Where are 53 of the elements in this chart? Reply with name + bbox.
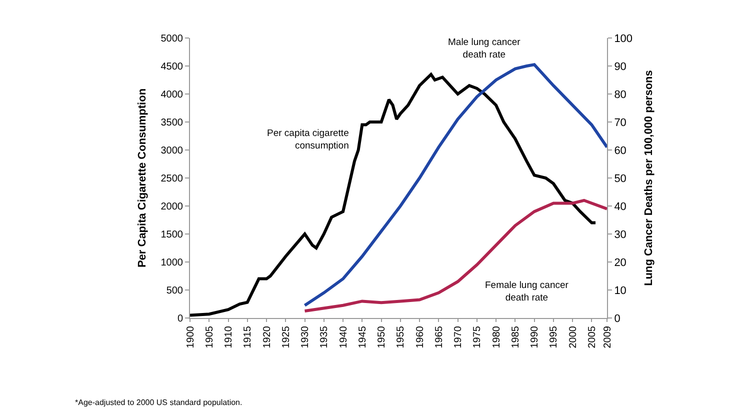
- y2-tick-label: 100: [614, 32, 633, 45]
- x-tick-label: 1990: [530, 326, 541, 348]
- line-series: [303, 198, 607, 312]
- x-tick-label: 1930: [300, 326, 312, 348]
- x-tick-label: 1910: [224, 326, 235, 348]
- text: *Age-adjusted to 2000 US standard population.: [75, 398, 242, 407]
- y-tick-label: 5000: [160, 34, 184, 44]
- annotation: Male lung cancer death rate: [448, 37, 520, 60]
- y2-tick-label: 40: [614, 200, 626, 213]
- y-tick-label: 1500: [160, 230, 184, 240]
- x-tick-label: 1925: [280, 326, 292, 348]
- x-tick-label: 2000: [568, 326, 579, 348]
- y-tick-label: 3000: [160, 146, 184, 156]
- x-tick-label: 1970: [453, 326, 464, 348]
- y-tick-label: 500: [166, 286, 184, 296]
- y-tick-label: 4500: [160, 62, 184, 72]
- y2-tick-label: 30: [614, 228, 626, 241]
- x-tick-label: 1980: [491, 326, 502, 348]
- y2-tick-label: 0: [614, 312, 620, 325]
- y2-axis-title: Lung Cancer Deaths per 100,000 persons: [642, 70, 655, 286]
- x-tick-label: 2009: [602, 326, 614, 348]
- x-tick-label: 2005: [586, 326, 598, 348]
- x-tick-label: 1920: [262, 326, 273, 348]
- y-tick-label: 3500: [160, 118, 184, 128]
- x-tick-label: 1900: [185, 326, 196, 348]
- x-tick-label: 1950: [376, 326, 388, 348]
- y-tick-label: 2500: [160, 174, 184, 184]
- annotation: Female lung cancer death rate: [485, 280, 568, 304]
- x-tick-label: 1935: [319, 326, 330, 348]
- x-tick-label: 1915: [242, 326, 254, 348]
- y2-tick-label: 10: [614, 284, 626, 297]
- line-series: [190, 72, 598, 317]
- y2-tick-label: 80: [614, 88, 626, 101]
- y2-tick-label: 90: [614, 60, 626, 73]
- y-axis-title: Per Capita Cigarette Consumption: [136, 88, 148, 268]
- y2-tick-label: 20: [614, 256, 626, 269]
- x-tick-label: 1985: [510, 326, 522, 348]
- x-tick-label: 1965: [434, 326, 445, 348]
- annotation: Per capita cigarette consumption: [267, 128, 349, 152]
- x-tick-label: 1945: [357, 326, 368, 348]
- y2-tick-label: 70: [614, 116, 626, 129]
- x-tick-label: 1905: [204, 326, 216, 348]
- x-tick-label: 1995: [548, 326, 560, 348]
- y-tick-label: 4000: [160, 90, 184, 100]
- y-tick-label: 1000: [160, 258, 184, 268]
- y2-tick-label: 60: [614, 144, 626, 157]
- y-tick-label: 0: [177, 314, 184, 324]
- x-tick-label: 1975: [472, 326, 484, 348]
- y2-tick-label: 50: [614, 172, 626, 185]
- y-tick-label: 2000: [160, 202, 184, 212]
- x-tick-label: 1955: [396, 326, 407, 348]
- x-tick-label: 1960: [414, 326, 426, 348]
- x-tick-label: 1940: [338, 326, 350, 348]
